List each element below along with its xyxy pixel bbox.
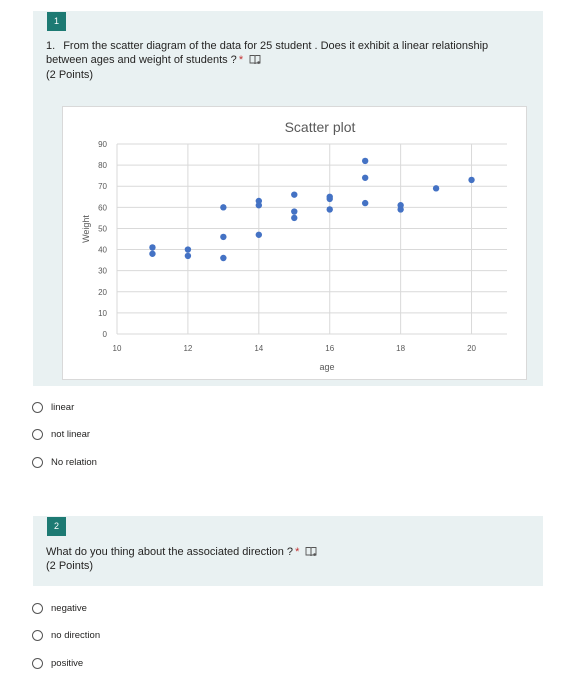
x-tick-label: 18 <box>396 344 405 353</box>
question-number: 1. <box>46 40 56 52</box>
x-tick-label: 12 <box>183 344 192 353</box>
option-label: No relation <box>51 456 97 468</box>
data-point <box>149 250 156 257</box>
option-positive[interactable]: positive <box>32 655 83 671</box>
y-tick-label: 30 <box>98 267 107 276</box>
data-point <box>220 204 227 211</box>
required-mark: * <box>295 546 300 558</box>
option-no-relation[interactable]: No relation <box>32 454 97 470</box>
question-points: (2 Points) <box>46 560 94 572</box>
question-1-card: 1 1. From the scatter diagram of the data… <box>33 11 543 98</box>
y-tick-label: 10 <box>98 309 107 318</box>
radio-button[interactable] <box>32 602 43 614</box>
data-point <box>255 197 263 205</box>
immersive-reader-icon[interactable] <box>249 54 261 69</box>
required-mark: * <box>238 54 244 66</box>
data-point <box>361 199 369 207</box>
x-axis-label: age <box>319 362 334 372</box>
option-not-linear[interactable]: not linear <box>32 426 90 442</box>
data-point <box>184 252 192 260</box>
question-title: What do you thing about the associated d… <box>46 545 531 561</box>
y-axis-label: Weight <box>81 215 91 243</box>
data-point <box>397 202 404 209</box>
radio-button[interactable] <box>32 401 43 413</box>
question-text: From the scatter diagram of the data for… <box>46 40 489 66</box>
data-point <box>468 176 475 184</box>
data-point <box>220 233 227 241</box>
option-label: linear <box>51 401 75 413</box>
data-point <box>184 246 192 253</box>
option-linear[interactable]: linear <box>32 399 74 415</box>
radio-button[interactable] <box>32 657 43 669</box>
data-point <box>291 214 298 222</box>
x-tick-label: 14 <box>254 344 263 353</box>
question-text: What do you thing about the associated d… <box>46 546 294 558</box>
data-point <box>361 174 369 181</box>
y-tick-label: 90 <box>98 140 107 149</box>
y-tick-label: 20 <box>98 288 107 297</box>
data-point <box>326 193 333 200</box>
option-label: not linear <box>51 428 91 440</box>
y-tick-label: 70 <box>98 182 107 191</box>
option-label: no direction <box>51 629 101 641</box>
y-tick-label: 60 <box>98 203 107 212</box>
question-number-badge: 1 <box>47 12 66 31</box>
option-negative[interactable]: negative <box>32 600 87 616</box>
radio-button[interactable] <box>32 629 43 641</box>
option-label: positive <box>51 657 84 669</box>
question-points: (2 Points) <box>46 69 94 81</box>
x-tick-label: 20 <box>467 344 476 353</box>
data-point <box>149 244 156 251</box>
radio-button[interactable] <box>32 428 43 440</box>
y-tick-label: 80 <box>98 161 107 170</box>
data-point <box>291 191 298 198</box>
scatter-chart-svg: 0 10 20 30 40 50 60 70 80 90 10 12 14 16 18 20 Scatter p… <box>81 119 507 372</box>
x-tick-label: 10 <box>113 344 122 353</box>
data-point <box>432 185 440 192</box>
data-point <box>255 231 263 238</box>
data-point <box>361 157 369 165</box>
x-tick-label: 16 <box>325 344 334 353</box>
data-point <box>220 254 227 262</box>
question-1-image-area: 0 10 20 30 40 50 60 70 80 90 10 12 14 16 18 20 Scatter p… <box>33 98 543 386</box>
option-no-direction[interactable]: no direction <box>32 627 100 643</box>
radio-button[interactable] <box>32 456 43 468</box>
y-tick-label: 0 <box>103 330 108 339</box>
scatter-chart: 0 10 20 30 40 50 60 70 80 90 10 12 14 16 18 20 Scatter p… <box>62 106 527 380</box>
y-tick-label: 40 <box>98 246 107 255</box>
question-title: 1. From the scatter diagram of the data f… <box>46 39 531 69</box>
chart-title: Scatter plot <box>285 119 356 135</box>
option-label: negative <box>51 602 87 614</box>
y-tick-label: 50 <box>98 224 107 233</box>
data-point <box>291 208 298 215</box>
data-point <box>326 206 333 213</box>
immersive-reader-icon[interactable] <box>305 546 317 561</box>
question-2-card: 2 What do you thing about the associated… <box>33 516 543 586</box>
question-number-badge: 2 <box>47 517 66 536</box>
